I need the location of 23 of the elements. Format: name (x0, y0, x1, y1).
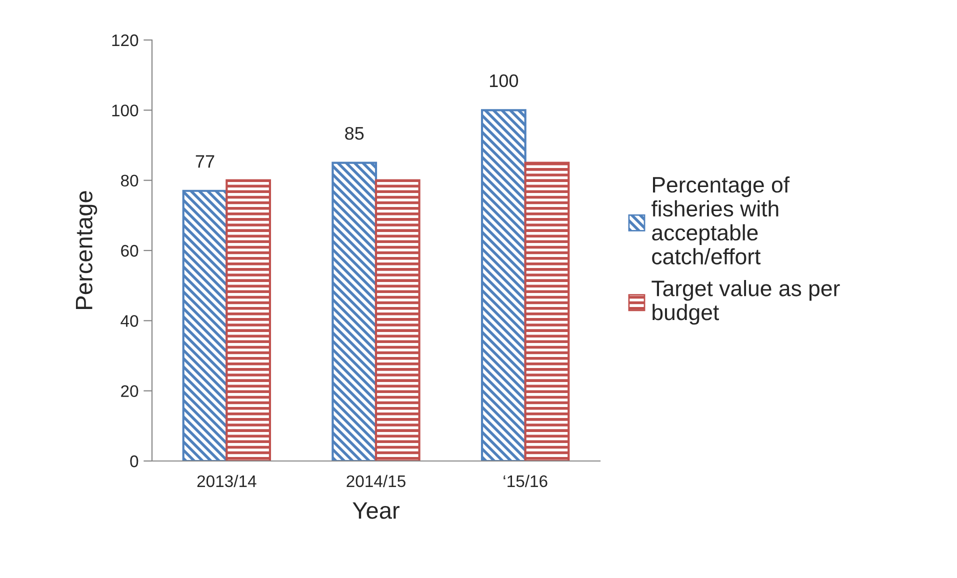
legend-label: Target value as per budget (652, 280, 840, 325)
y-tick-label: 80 (120, 174, 138, 187)
y-axis-title: Percentage (76, 191, 98, 309)
y-tick-label: 120 (112, 34, 138, 46)
data-label: 100 (490, 74, 518, 88)
data-label: 85 (345, 126, 364, 140)
bar (226, 179, 272, 461)
y-tick-label: 20 (121, 385, 138, 398)
x-tick-label: 2014/15 (346, 474, 406, 488)
x-axis-title: Year (352, 502, 400, 519)
x-tick-label: ‘15/16 (504, 474, 548, 488)
bar (524, 162, 570, 461)
legend-label: Percentage of fisheries with acceptable catch/effort (652, 176, 790, 264)
y-tick-label: 40 (120, 315, 138, 327)
y-tick-label: 0 (130, 455, 138, 468)
y-tick-label: 60 (121, 244, 138, 257)
y-tick-label: 100 (112, 104, 138, 116)
bar (182, 190, 228, 461)
bar (480, 109, 526, 461)
data-label: 77 (196, 155, 214, 168)
bar (332, 162, 378, 461)
x-tick-label: 2013/14 (197, 474, 256, 488)
bar (374, 179, 420, 461)
